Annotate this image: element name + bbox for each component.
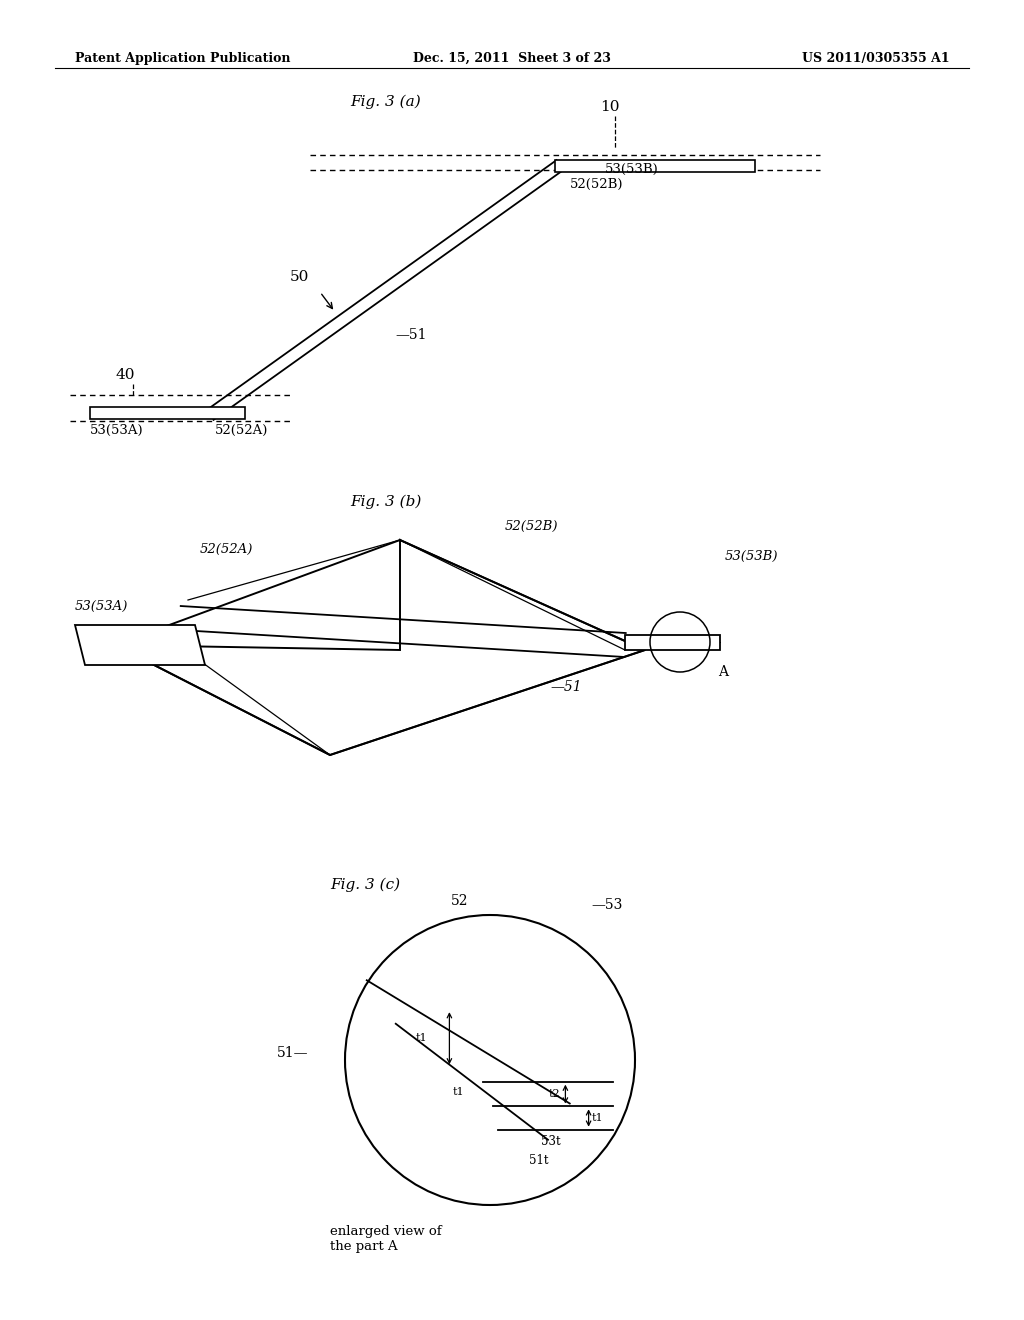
- Text: 40: 40: [115, 368, 134, 381]
- Text: 10: 10: [600, 100, 620, 114]
- Polygon shape: [115, 540, 645, 755]
- Text: —51: —51: [395, 327, 427, 342]
- Text: 52(52A): 52(52A): [200, 543, 253, 556]
- Text: 52(52B): 52(52B): [570, 178, 624, 191]
- Text: —53: —53: [592, 898, 623, 912]
- Text: enlarged view of
the part A: enlarged view of the part A: [330, 1225, 441, 1253]
- Text: 52: 52: [452, 894, 469, 908]
- Text: t1: t1: [453, 1086, 464, 1097]
- Text: 53(53B): 53(53B): [725, 550, 778, 564]
- Text: —51: —51: [550, 680, 582, 694]
- Circle shape: [345, 915, 635, 1205]
- Text: Fig. 3 (c): Fig. 3 (c): [330, 878, 400, 892]
- Polygon shape: [75, 624, 205, 665]
- Text: Dec. 15, 2011  Sheet 3 of 23: Dec. 15, 2011 Sheet 3 of 23: [413, 51, 611, 65]
- Text: 51—: 51—: [278, 1045, 309, 1060]
- Text: 52(52A): 52(52A): [215, 424, 268, 437]
- Text: 52(52B): 52(52B): [505, 520, 558, 533]
- Text: 53(53B): 53(53B): [605, 162, 658, 176]
- Text: t1: t1: [416, 1034, 427, 1043]
- Polygon shape: [555, 160, 755, 172]
- Text: t2: t2: [549, 1089, 560, 1100]
- Text: Patent Application Publication: Patent Application Publication: [75, 51, 291, 65]
- Text: US 2011/0305355 A1: US 2011/0305355 A1: [803, 51, 950, 65]
- Polygon shape: [625, 635, 720, 649]
- Text: t1: t1: [592, 1113, 603, 1123]
- Text: Fig. 3 (b): Fig. 3 (b): [350, 495, 421, 510]
- Text: 53(53A): 53(53A): [90, 424, 143, 437]
- Text: 50: 50: [290, 271, 309, 284]
- Text: 53(53A): 53(53A): [75, 601, 128, 612]
- Text: 53t: 53t: [541, 1135, 560, 1148]
- Text: Fig. 3 (a): Fig. 3 (a): [350, 95, 421, 110]
- Polygon shape: [90, 407, 245, 418]
- Text: A: A: [718, 665, 728, 678]
- Text: 51t: 51t: [529, 1154, 549, 1167]
